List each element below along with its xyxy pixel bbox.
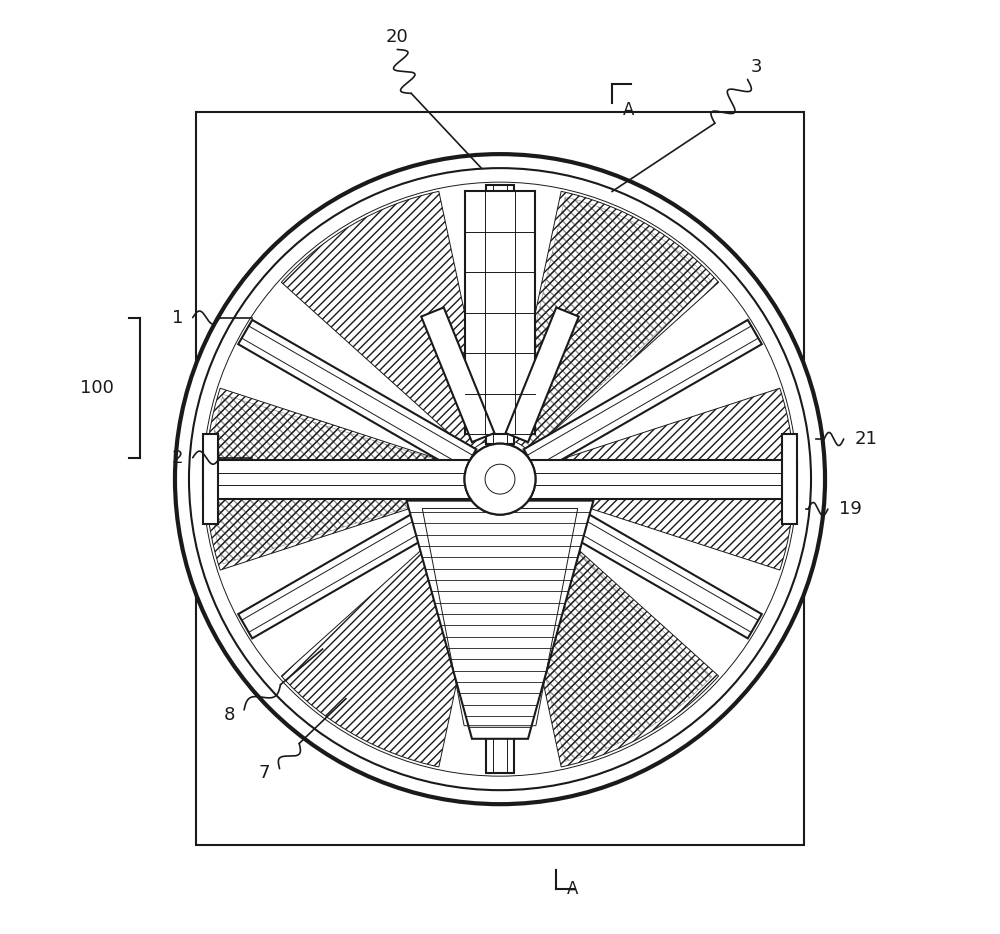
Text: A: A <box>567 880 579 899</box>
Circle shape <box>465 444 535 515</box>
Wedge shape <box>206 389 462 570</box>
Circle shape <box>485 464 515 494</box>
Circle shape <box>175 154 825 804</box>
Wedge shape <box>508 506 719 767</box>
Polygon shape <box>524 320 762 474</box>
Text: 19: 19 <box>839 500 862 518</box>
Text: 2: 2 <box>172 448 184 467</box>
Circle shape <box>465 444 535 515</box>
Text: 20: 20 <box>386 28 409 47</box>
Polygon shape <box>421 307 494 442</box>
Wedge shape <box>281 191 492 452</box>
Polygon shape <box>506 307 579 442</box>
Polygon shape <box>524 485 762 638</box>
Text: 8: 8 <box>223 705 235 724</box>
Text: 100: 100 <box>80 378 113 397</box>
Bar <box>203 460 797 499</box>
Text: 1: 1 <box>172 308 183 327</box>
Wedge shape <box>538 389 794 570</box>
Polygon shape <box>486 515 514 773</box>
Circle shape <box>175 154 825 804</box>
Wedge shape <box>281 506 492 767</box>
Polygon shape <box>407 501 593 739</box>
Circle shape <box>485 464 515 494</box>
Text: 3: 3 <box>751 58 763 77</box>
Polygon shape <box>467 446 533 512</box>
Text: A: A <box>623 101 635 120</box>
Bar <box>782 434 797 524</box>
Polygon shape <box>486 185 514 444</box>
Bar <box>196 112 804 845</box>
Bar <box>203 434 218 524</box>
Polygon shape <box>238 320 476 474</box>
Bar <box>465 191 535 434</box>
Text: 21: 21 <box>855 430 878 448</box>
Polygon shape <box>238 485 476 638</box>
Text: 7: 7 <box>259 764 270 783</box>
Wedge shape <box>508 191 719 452</box>
